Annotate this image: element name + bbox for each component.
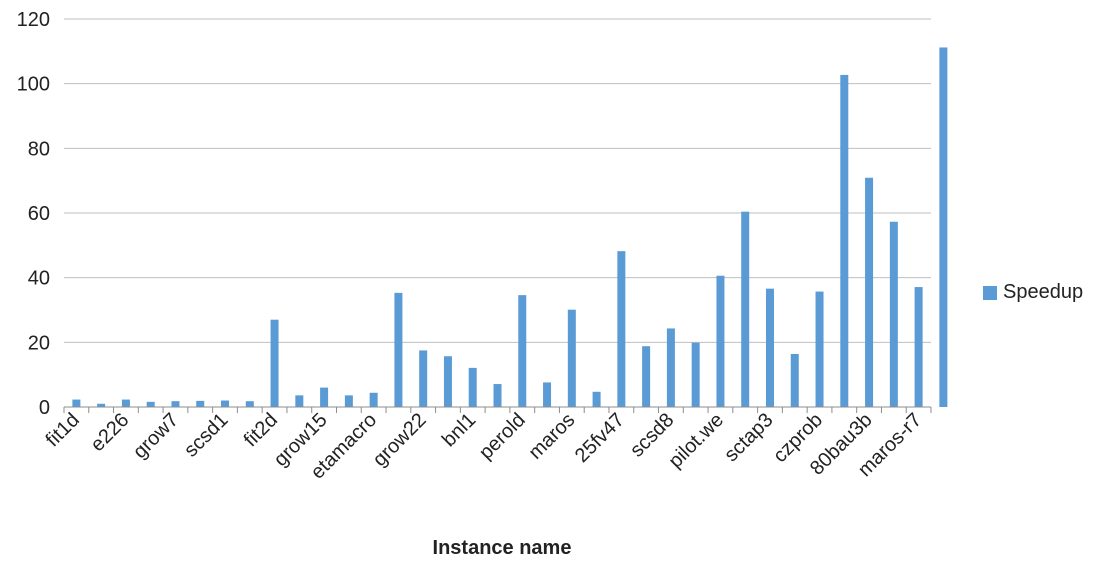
bar [419, 350, 428, 407]
bar [171, 401, 180, 407]
bar [815, 291, 824, 407]
bar [369, 392, 378, 407]
x-tick-label: fit2d [240, 409, 282, 451]
bar [270, 319, 279, 407]
bar [691, 342, 700, 407]
x-tick-label: pilot.we [664, 409, 728, 473]
bar [617, 251, 626, 407]
bar [889, 221, 898, 407]
legend-swatch [983, 285, 997, 300]
bar [493, 384, 502, 407]
bar [666, 328, 675, 407]
bar [642, 346, 651, 407]
bar [865, 177, 874, 407]
bar [443, 356, 452, 407]
x-tick-label: sctap3 [720, 409, 777, 466]
y-tick-label: 120 [17, 9, 50, 31]
legend: Speedup [983, 281, 1083, 304]
y-tick-label: 40 [28, 268, 50, 290]
bar [295, 395, 304, 407]
bars [72, 47, 948, 407]
gridlines [64, 18, 931, 343]
y-axis-ticks: 0 20 40 60 80 100 120 [17, 9, 50, 419]
bar [543, 382, 552, 407]
x-tick-label: grow22 [369, 409, 431, 471]
x-tick-label: e226 [86, 409, 133, 456]
bar [840, 74, 849, 407]
bar [394, 292, 403, 407]
bar [716, 275, 725, 407]
bar [741, 211, 750, 407]
bar [221, 400, 230, 407]
bar [790, 353, 799, 407]
y-tick-label: 100 [17, 74, 50, 96]
x-tick-label: maros [524, 409, 579, 464]
bar [567, 309, 576, 407]
x-tick-label: 25fv47 [571, 409, 629, 467]
bar [196, 400, 205, 407]
x-tick-label: grow7 [129, 409, 183, 463]
y-tick-label: 60 [28, 203, 50, 225]
bar [344, 395, 353, 407]
bar [914, 287, 923, 407]
y-tick-label: 0 [39, 397, 50, 419]
x-tick-label: perold [475, 409, 530, 464]
y-tick-label: 20 [28, 332, 50, 354]
legend-label: Speedup [1003, 281, 1084, 303]
bar [97, 403, 106, 407]
bar [518, 295, 527, 407]
bar [245, 401, 254, 407]
bar [592, 391, 601, 407]
bar [121, 399, 130, 407]
bar [468, 367, 477, 407]
x-tick-label: scsd1 [180, 409, 233, 462]
bar [72, 399, 81, 407]
bar [146, 401, 155, 407]
bar [320, 387, 329, 407]
x-axis-title: Instance name [433, 537, 572, 559]
bar [939, 47, 948, 407]
bar [765, 288, 774, 407]
y-tick-label: 80 [28, 138, 50, 160]
x-axis [63, 406, 932, 413]
x-tick-label: bnl1 [438, 409, 480, 451]
